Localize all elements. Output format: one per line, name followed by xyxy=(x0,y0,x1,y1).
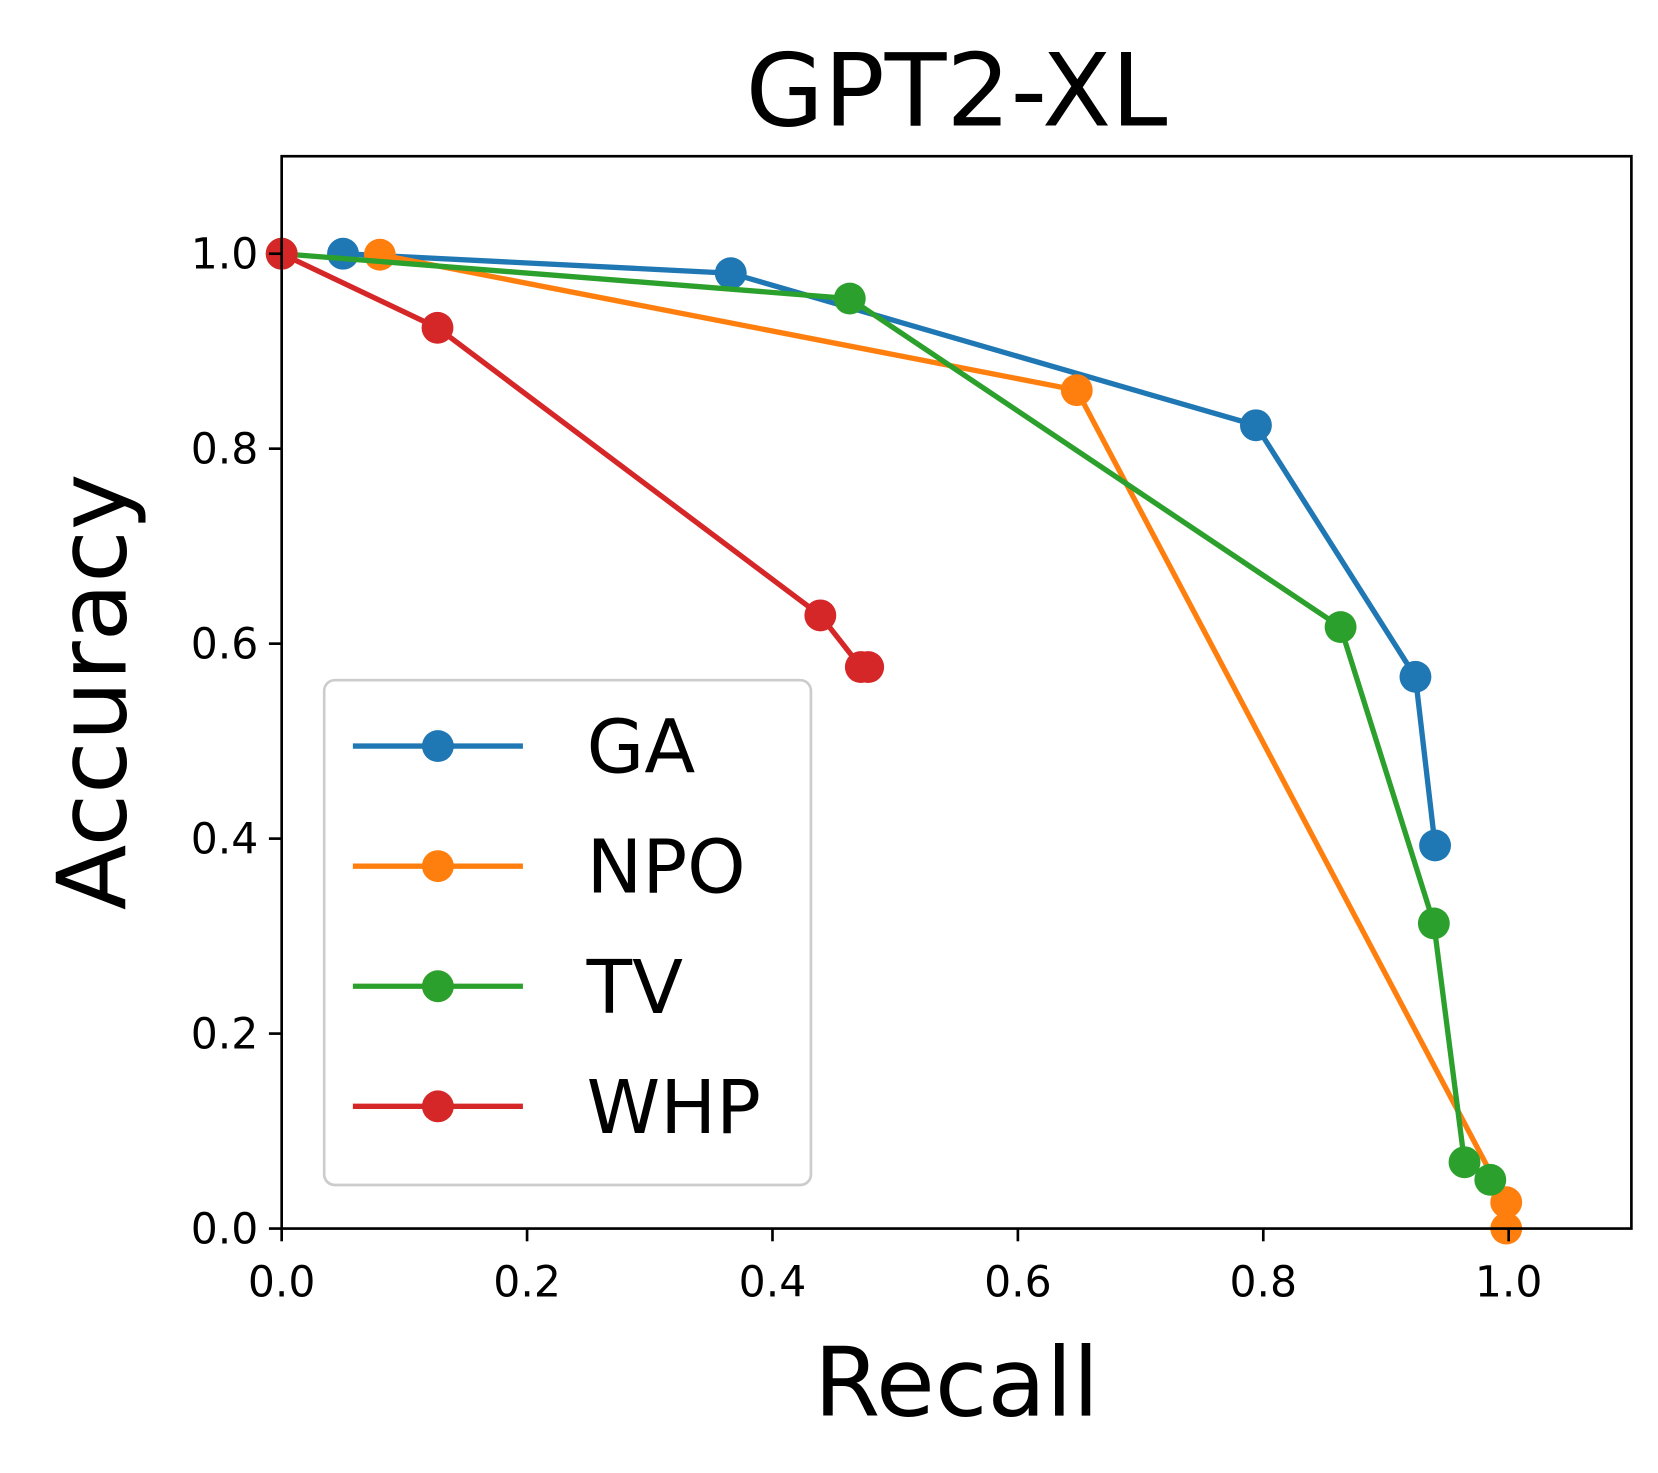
plot-area xyxy=(265,237,1523,1245)
data-point xyxy=(1474,1163,1507,1196)
x-axis: 0.0 0.2 0.4 0.6 0.8 1.0 xyxy=(248,1228,1543,1308)
legend: GA NPO TV WHP xyxy=(322,678,813,1187)
data-point xyxy=(1448,1146,1481,1179)
data-point xyxy=(1324,611,1357,644)
legend-label: GA xyxy=(587,704,696,791)
chart-title: GPT2-XL xyxy=(746,31,1168,149)
y-axis: 0.0 0.2 0.4 0.6 0.8 1.0 xyxy=(191,231,282,1254)
x-tick-label: 0.2 xyxy=(493,1259,561,1308)
x-tick-label: 0.4 xyxy=(739,1259,807,1308)
data-point xyxy=(1490,1186,1523,1219)
data-point xyxy=(1060,374,1093,407)
data-point xyxy=(1419,829,1452,862)
data-point xyxy=(327,237,359,270)
legend-marker xyxy=(421,970,454,1003)
series-ga xyxy=(327,237,1452,862)
legend-label: NPO xyxy=(587,824,746,911)
legend-item-tv: TV xyxy=(352,944,683,1031)
x-tick-label: 0.6 xyxy=(984,1259,1052,1308)
legend-marker xyxy=(421,730,454,763)
data-point xyxy=(421,311,454,344)
legend-item-ga: GA xyxy=(352,704,696,791)
data-point xyxy=(833,282,866,315)
series-whp xyxy=(265,237,885,683)
legend-label: WHP xyxy=(587,1064,761,1151)
legend-item-npo: NPO xyxy=(352,824,746,911)
series-npo xyxy=(363,238,1523,1245)
series-line xyxy=(280,251,869,670)
y-tick-label: 0.8 xyxy=(191,426,259,475)
data-point xyxy=(1417,907,1450,940)
y-axis-label: Accuracy xyxy=(36,474,148,911)
y-tick-label: 1.0 xyxy=(191,231,259,280)
x-axis-label: Recall xyxy=(814,1327,1099,1439)
data-point xyxy=(1399,660,1432,693)
x-tick-label: 1.0 xyxy=(1475,1259,1543,1308)
axes-frame xyxy=(280,154,1633,1230)
y-tick-label: 0.6 xyxy=(191,621,259,670)
data-point xyxy=(363,238,396,271)
data-point xyxy=(714,257,747,290)
x-tick-label: 0.0 xyxy=(248,1259,316,1308)
legend-marker xyxy=(421,850,454,883)
x-tick-label: 0.8 xyxy=(1229,1259,1297,1308)
data-point xyxy=(804,599,837,632)
data-point xyxy=(1239,409,1272,442)
y-tick-label: 0.0 xyxy=(191,1205,259,1254)
legend-box xyxy=(322,678,813,1187)
y-tick-label: 0.2 xyxy=(191,1010,259,1059)
legend-label: TV xyxy=(586,944,683,1031)
legend-item-whp: WHP xyxy=(352,1064,761,1151)
y-tick-label: 0.4 xyxy=(191,816,259,865)
legend-marker xyxy=(421,1090,454,1123)
data-point xyxy=(852,651,885,683)
